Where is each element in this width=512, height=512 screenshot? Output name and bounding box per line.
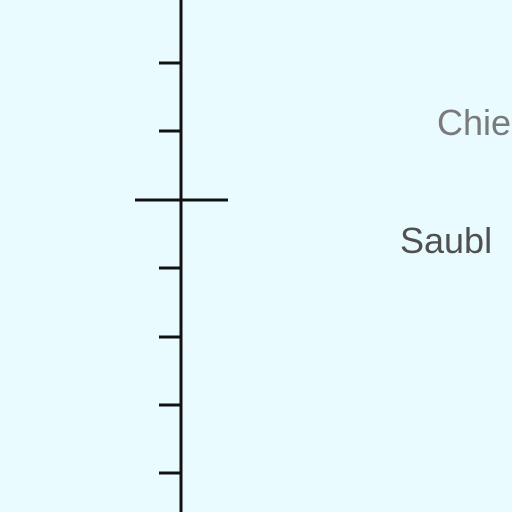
place-label-chie[interactable]: Chie (437, 102, 512, 143)
place-label-saubl[interactable]: Saubl (400, 220, 493, 261)
